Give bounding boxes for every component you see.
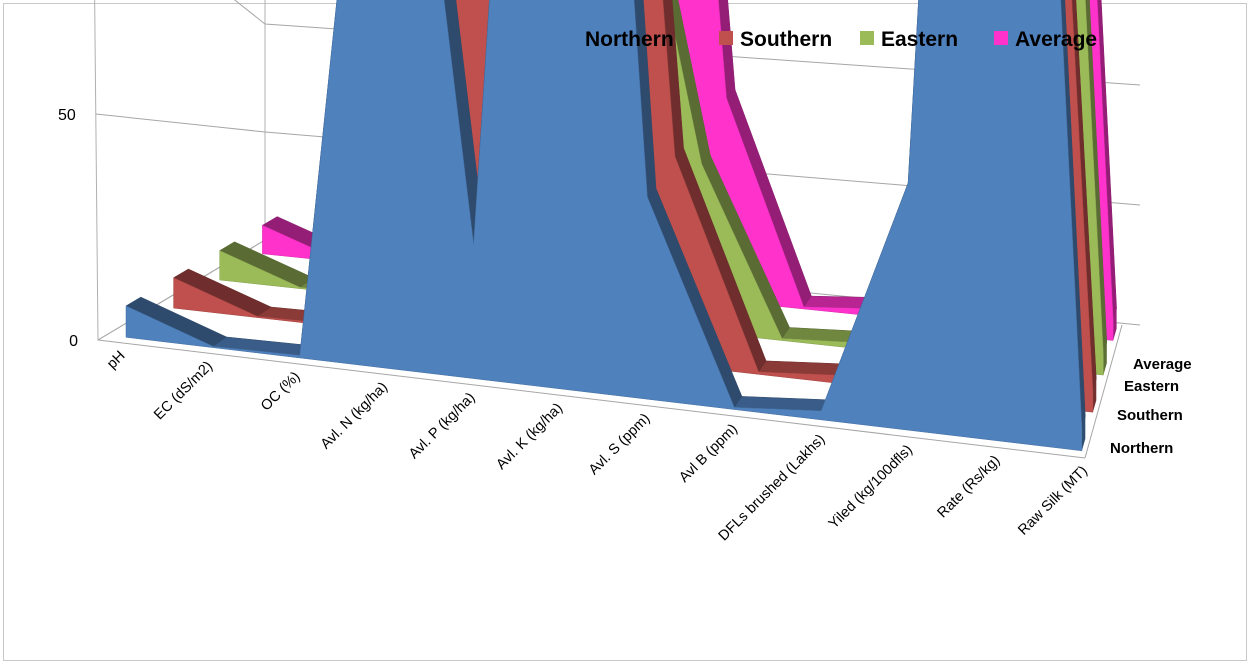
area-end-cap xyxy=(1103,342,1107,376)
x-tick-label: EC (dS/m2) xyxy=(151,358,216,423)
legend-label: Northern xyxy=(585,28,674,51)
legend-swatch xyxy=(994,31,1008,45)
x-tick-label: OC (%) xyxy=(258,369,303,414)
area-end-cap xyxy=(1113,308,1117,341)
legend-swatch xyxy=(719,31,733,45)
x-tick-label: Yiled (kg/100dfls) xyxy=(826,442,916,532)
legend-item: Average xyxy=(994,28,1097,51)
depth-tick-label: Southern xyxy=(1117,407,1183,424)
gridline xyxy=(95,113,1141,206)
chart-walls xyxy=(94,0,266,341)
floor-front-edge xyxy=(97,339,1086,459)
x-tick-label: Avl. K (kg/ha) xyxy=(493,400,566,473)
left-wall xyxy=(94,0,266,341)
legend-swatch xyxy=(860,31,874,45)
legend-item: Eastern xyxy=(860,28,958,51)
legend: Northern Southern Eastern Average xyxy=(564,28,1097,51)
x-tick-label: Rate (Rs/kg) xyxy=(935,453,1004,522)
x-tick-label: Avl. P (kg/ha) xyxy=(406,390,478,462)
series-northern xyxy=(125,0,1086,452)
y-axis-ticks: 050100150200250300350400450 xyxy=(58,107,78,350)
series-layer xyxy=(97,0,1123,459)
floor-right-edge xyxy=(1084,324,1123,459)
depth-tick-label: Eastern xyxy=(1124,378,1179,395)
x-tick-label: Raw Silk (MT) xyxy=(1015,463,1091,539)
x-tick-label: pH xyxy=(104,348,128,372)
gridline xyxy=(233,0,1141,86)
depth-tick-label: Average xyxy=(1133,356,1192,373)
area-end-cap xyxy=(1081,416,1086,451)
legend-label: Eastern xyxy=(881,28,958,51)
legend-label: Average xyxy=(1015,28,1097,51)
depth-tick-label: Northern xyxy=(1110,440,1173,457)
x-tick-label: DFLs brushed (Lakhs) xyxy=(716,432,829,545)
x-tick-label: Avl B (ppm) xyxy=(676,421,741,486)
y-tick-label: 50 xyxy=(58,107,76,124)
depth-axis-labels: Northern Southern Eastern Average xyxy=(1110,356,1192,457)
area-end-cap xyxy=(1092,378,1097,413)
area-front-face xyxy=(125,0,1083,452)
legend-item: Northern xyxy=(564,28,674,51)
legend-label: Southern xyxy=(740,28,832,51)
x-tick-label: Avl. S (ppm) xyxy=(586,411,654,479)
legend-item: Southern xyxy=(719,28,832,51)
legend-swatch xyxy=(564,31,578,45)
y-tick-label: 0 xyxy=(69,333,78,350)
x-tick-label: Avl. N (kg/ha) xyxy=(318,379,391,452)
